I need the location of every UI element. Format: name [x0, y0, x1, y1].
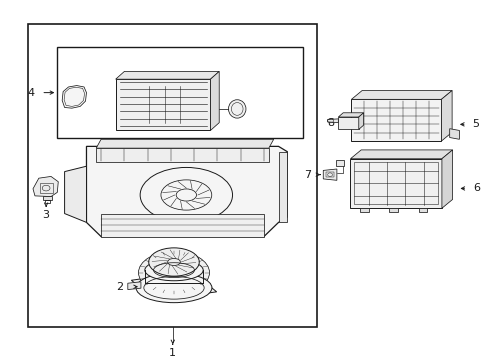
Polygon shape	[338, 113, 363, 117]
Polygon shape	[210, 71, 219, 130]
Bar	[325, 172, 333, 177]
Bar	[360, 208, 368, 212]
Polygon shape	[358, 113, 363, 129]
Polygon shape	[131, 272, 216, 300]
Polygon shape	[350, 150, 452, 159]
Text: 4: 4	[27, 87, 34, 98]
Polygon shape	[441, 150, 452, 208]
Text: 3: 3	[42, 210, 49, 220]
Ellipse shape	[136, 273, 211, 303]
Bar	[354, 162, 437, 204]
Bar	[418, 208, 427, 212]
Text: 6: 6	[472, 184, 479, 193]
Bar	[278, 152, 287, 222]
Polygon shape	[338, 117, 358, 129]
Bar	[44, 200, 50, 203]
Polygon shape	[449, 129, 458, 139]
Polygon shape	[64, 166, 86, 222]
Polygon shape	[86, 147, 287, 237]
Text: 2: 2	[116, 282, 122, 292]
Polygon shape	[33, 176, 58, 197]
Polygon shape	[327, 119, 338, 123]
Text: 1: 1	[169, 348, 176, 358]
Text: 8: 8	[326, 118, 334, 128]
Bar	[388, 208, 397, 212]
Ellipse shape	[138, 251, 209, 294]
Polygon shape	[351, 90, 451, 99]
Polygon shape	[127, 282, 141, 289]
Polygon shape	[116, 71, 219, 79]
Polygon shape	[116, 79, 210, 130]
Bar	[42, 196, 52, 201]
Text: 5: 5	[471, 120, 479, 129]
Bar	[96, 148, 268, 162]
Bar	[57, 48, 302, 138]
Bar	[28, 24, 317, 327]
Bar	[40, 183, 53, 193]
Ellipse shape	[148, 248, 199, 276]
Polygon shape	[101, 213, 264, 237]
Ellipse shape	[228, 100, 245, 118]
Polygon shape	[335, 160, 343, 166]
Polygon shape	[323, 169, 336, 180]
Polygon shape	[96, 139, 273, 148]
Ellipse shape	[144, 260, 203, 281]
Polygon shape	[441, 90, 451, 141]
Text: 7: 7	[304, 170, 311, 180]
Polygon shape	[62, 86, 86, 108]
Polygon shape	[350, 159, 441, 208]
Polygon shape	[351, 99, 441, 141]
